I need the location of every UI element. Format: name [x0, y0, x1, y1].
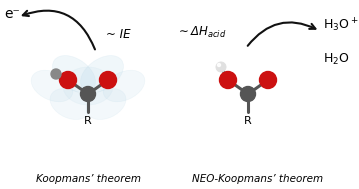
Text: R: R: [244, 116, 252, 126]
Ellipse shape: [31, 70, 73, 102]
Text: R: R: [84, 116, 92, 126]
Text: $\mathregular{H_2O}$: $\mathregular{H_2O}$: [323, 51, 350, 67]
Circle shape: [260, 71, 276, 88]
Text: $\mathregular{\sim\Delta H_{acid}}$: $\mathregular{\sim\Delta H_{acid}}$: [176, 24, 227, 40]
Circle shape: [219, 71, 237, 88]
Text: e⁻: e⁻: [4, 7, 20, 21]
Circle shape: [99, 71, 117, 88]
Text: NEO-Koopmans’ theorem: NEO-Koopmans’ theorem: [192, 174, 323, 184]
Ellipse shape: [80, 56, 123, 92]
Ellipse shape: [103, 70, 145, 102]
Ellipse shape: [52, 56, 95, 92]
Ellipse shape: [50, 88, 90, 119]
Circle shape: [80, 87, 95, 101]
Circle shape: [60, 71, 76, 88]
Circle shape: [241, 87, 256, 101]
Ellipse shape: [63, 67, 113, 105]
Text: Koopmans’ theorem: Koopmans’ theorem: [36, 174, 140, 184]
Ellipse shape: [86, 88, 126, 119]
Circle shape: [218, 64, 220, 67]
Text: $\mathregular{H_3O^+}$: $\mathregular{H_3O^+}$: [323, 16, 359, 34]
Circle shape: [51, 69, 61, 79]
Circle shape: [216, 62, 226, 72]
Text: ~ IE: ~ IE: [106, 28, 131, 40]
